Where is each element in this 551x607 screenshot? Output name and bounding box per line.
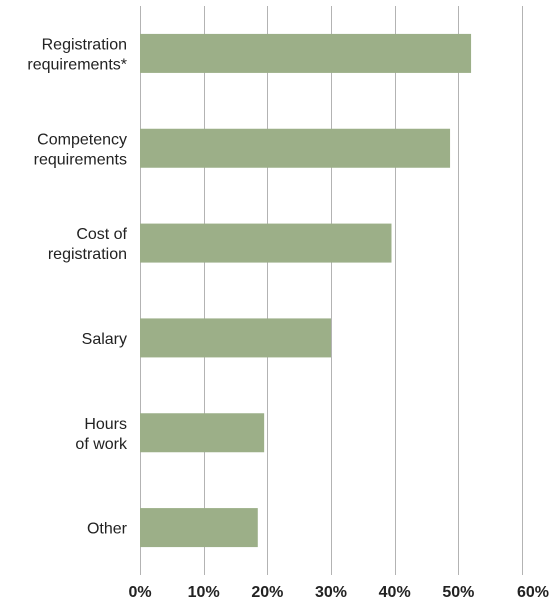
category-label: Hours [84, 416, 127, 433]
bar [140, 33, 472, 73]
x-tick-label: 20% [251, 584, 283, 601]
bar [140, 128, 451, 168]
category-label: Competency [37, 131, 127, 148]
bar [140, 223, 392, 263]
x-tick-label: 10% [188, 584, 220, 601]
category-label: requirements [34, 151, 127, 168]
category-label: registration [48, 246, 127, 263]
bar [140, 318, 331, 358]
x-tick-label: 40% [379, 584, 411, 601]
category-label: requirements* [27, 56, 127, 73]
gridlines [140, 6, 523, 575]
category-label: Salary [82, 331, 127, 348]
category-label: Cost of [76, 226, 127, 243]
x-tick-label: 50% [442, 584, 474, 601]
x-tick-labels: 0% 10% 20% 30% 40% 50% 60% [128, 584, 549, 601]
category-label: of work [75, 436, 128, 453]
category-label: Registration [42, 36, 127, 53]
x-tick-label: 0% [128, 584, 151, 601]
bars [140, 33, 472, 548]
bar [140, 413, 265, 453]
x-tick-label: 60% [517, 584, 549, 601]
x-tick-label: 30% [315, 584, 347, 601]
bar [140, 508, 258, 548]
category-label: Other [87, 521, 128, 538]
category-labels: Registration requirements* Competency requi… [27, 36, 128, 537]
